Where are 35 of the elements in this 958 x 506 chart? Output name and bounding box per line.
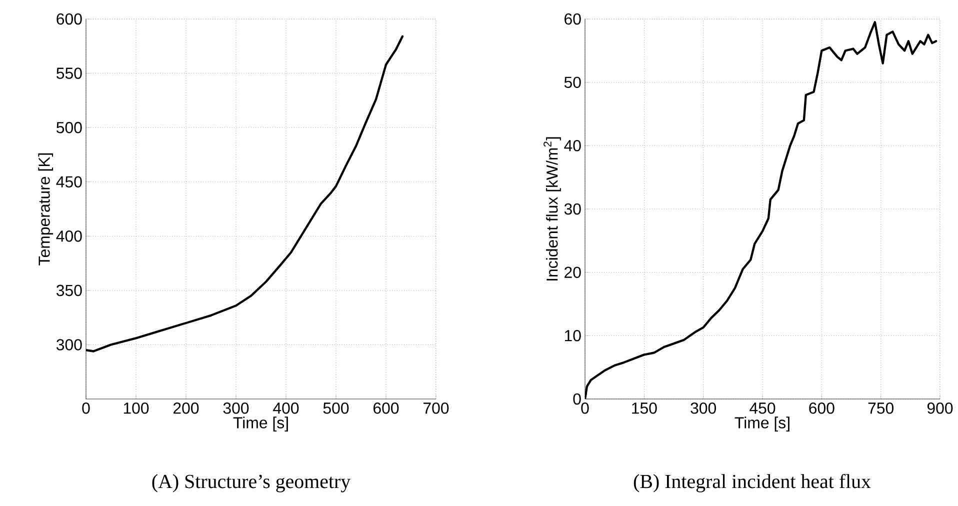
y-tick-label: 600 <box>56 13 82 25</box>
y-tick-label: 450 <box>56 176 82 188</box>
y-tick-label: 0 <box>573 393 581 405</box>
x-tick-label: 900 <box>927 402 953 414</box>
y-axis-title: Temperature [K] <box>38 153 54 266</box>
y-tick-label: 300 <box>56 339 82 350</box>
y-tick-label: 10 <box>564 330 581 342</box>
y-tick-label: 20 <box>564 266 581 278</box>
x-tick-label: 0 <box>82 402 90 414</box>
y-tick-label: 60 <box>564 13 581 25</box>
x-tick-label: 600 <box>809 402 834 414</box>
x-tick-label: 400 <box>273 402 299 414</box>
y-axis-title: Incident flux [kW/m$^{2}$] <box>544 137 561 280</box>
x-axis-title: Time [s] <box>734 416 790 432</box>
y-tick-label: 30 <box>564 203 581 215</box>
y-tick-label: 40 <box>564 140 581 152</box>
x-axis-title: Time [s] <box>233 416 288 432</box>
x-tick-label: 0 <box>581 402 589 414</box>
text: (A) Structure’s geometry <box>152 474 351 492</box>
x-tick-label: 450 <box>750 402 776 414</box>
x-tick-label: 500 <box>323 402 349 414</box>
x-tick-label: 150 <box>632 402 657 414</box>
x-tick-label: 700 <box>424 402 449 414</box>
y-tick-label: 400 <box>56 230 82 242</box>
x-tick-label: 300 <box>223 402 249 414</box>
x-tick-label: 100 <box>124 402 149 414</box>
y-tick-label: 550 <box>56 68 82 79</box>
x-tick-label: 300 <box>690 402 716 414</box>
x-tick-label: 200 <box>174 402 199 414</box>
text: (B) Integral incident heat flux <box>634 474 871 492</box>
x-tick-label: 750 <box>868 402 894 414</box>
y-tick-label: 50 <box>564 76 581 88</box>
x-tick-label: 600 <box>374 402 399 414</box>
y-tick-label: 350 <box>56 284 82 296</box>
y-tick-label: 500 <box>56 122 82 134</box>
